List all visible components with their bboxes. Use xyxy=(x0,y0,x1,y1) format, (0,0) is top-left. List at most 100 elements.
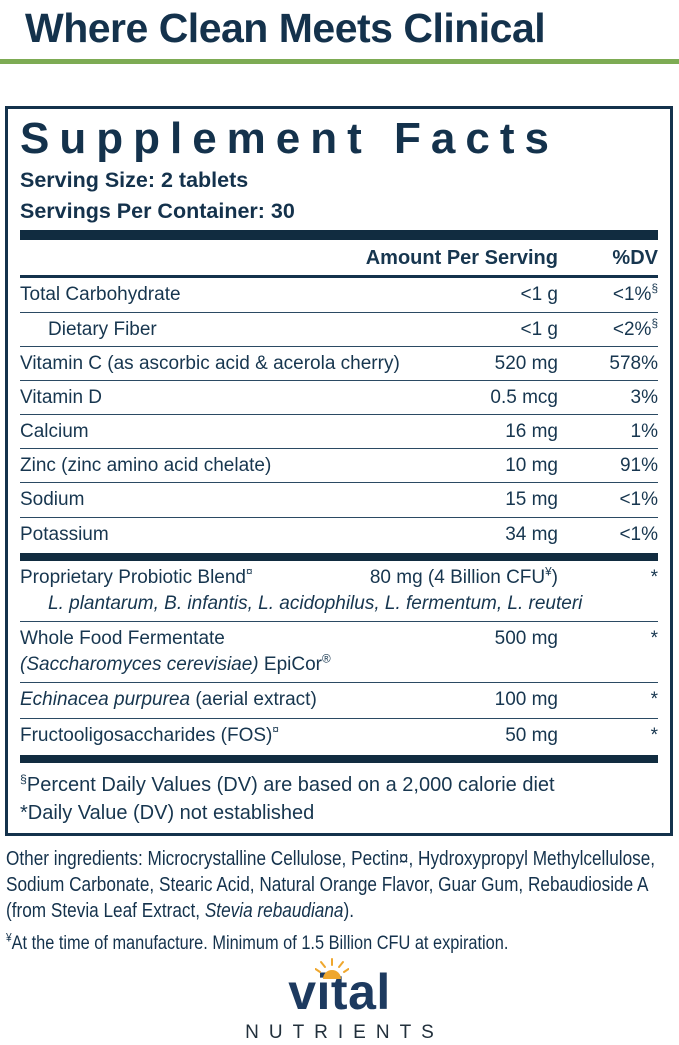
footnote-line: *Daily Value (DV) not established xyxy=(20,799,658,827)
nutrient-name: Vitamin C (as ascorbic acid & acerola ch… xyxy=(20,352,400,374)
nutrient-amount: 16 mg xyxy=(505,421,558,443)
footnote-mark: § xyxy=(20,772,27,787)
footnote-line: §Percent Daily Values (DV) are based on … xyxy=(20,771,658,799)
nutrient-name: Vitamin D xyxy=(20,386,103,408)
nutrient-name: Sodium xyxy=(20,489,85,511)
nutrient-amount: 10 mg xyxy=(505,455,558,477)
nutrient-dv: <1% xyxy=(558,488,658,511)
row-line: Proprietary Probiotic Blend¤ 80 mg (4 Bi… xyxy=(20,566,658,589)
nutrient-name: Proprietary Probiotic Blend¤ xyxy=(20,566,370,589)
table-row: Whole Food Fermentate 500 mg * (Saccharo… xyxy=(20,621,658,682)
nutrient-dv: 1% xyxy=(558,420,658,443)
nutrient-dv: 578% xyxy=(558,352,658,375)
nutrient-amount: 500 mg xyxy=(494,628,558,650)
dv-value: <1% xyxy=(619,523,658,545)
divider-rule xyxy=(0,59,679,65)
nutrient-name: Echinacea purpurea (aerial extract) xyxy=(20,688,495,711)
nutrient-dv: <1%§ xyxy=(558,283,658,306)
brand-subtitle: NUTRIENTS xyxy=(245,1021,444,1043)
nutrient-name: Calcium xyxy=(20,421,89,443)
table-row: Proprietary Probiotic Blend¤ 80 mg (4 Bi… xyxy=(20,561,658,621)
row-subline: (Saccharomyces cerevisiae) EpiCor® xyxy=(20,653,658,676)
line-text: ). xyxy=(343,899,355,922)
note-line: ¥At the time of manufacture. Minimum of … xyxy=(6,931,677,955)
row-line: Whole Food Fermentate 500 mg * xyxy=(20,627,658,650)
table-header-row: Amount Per Serving %DV xyxy=(20,240,658,279)
species-name: Echinacea purpurea xyxy=(20,689,191,711)
table-row: Dietary Fiber <1 g <2%§ xyxy=(20,311,658,346)
table-row: Zinc (zinc amino acid chelate) 10 mg 91% xyxy=(20,448,658,482)
section-bar xyxy=(20,230,658,241)
trademark-name: EpiCor xyxy=(258,654,322,676)
nutrient-amount: 0.5 mcg xyxy=(490,386,558,408)
nutrient-dv: <2%§ xyxy=(558,318,658,341)
dv-footnote-mark: § xyxy=(651,317,658,331)
nutrient-amount: 80 mg (4 Billion CFU¥) xyxy=(370,566,558,589)
nutrient-name: Potassium xyxy=(20,523,109,545)
supplement-facts-panel: Supplement Facts Serving Size: 2 tablets… xyxy=(5,106,673,836)
nutrient-amount: 15 mg xyxy=(505,489,558,511)
nutrient-dv: <1% xyxy=(558,523,658,546)
table-row: Fructooligosaccharides (FOS)¤ 50 mg * xyxy=(20,717,658,753)
dv-value: 91% xyxy=(619,455,658,477)
other-ingredients: Other ingredients: Microcrystalline Cell… xyxy=(6,846,679,924)
table-row: Total Carbohydrate <1 g <1%§ xyxy=(20,278,658,311)
nutrient-name: Total Carbohydrate xyxy=(20,284,181,306)
other-ingredients-line: Sodium Carbonate, Stearic Acid, Natural … xyxy=(6,873,649,896)
dv-value: 3% xyxy=(630,386,658,408)
dv-value: 1% xyxy=(630,421,658,443)
dv-value: 578% xyxy=(609,352,658,374)
footnote-text: *Daily Value (DV) not established xyxy=(20,801,315,824)
nutrient-name: Fructooligosaccharides (FOS)¤ xyxy=(20,724,505,747)
note-text: At the time of manufacture. Minimum of 1… xyxy=(11,932,509,954)
serving-size: Serving Size: 2 tablets xyxy=(20,167,249,192)
table-row: Vitamin C (as ascorbic acid & acerola ch… xyxy=(20,345,658,380)
nutrient-dv: 91% xyxy=(558,454,658,477)
sun-icon xyxy=(315,957,350,979)
name-footnote-mark: ¤ xyxy=(246,565,253,579)
section-bar xyxy=(20,552,658,561)
other-ingredients-line: (from Stevia Leaf Extract, Stevia rebaud… xyxy=(6,898,677,924)
species-name: (Saccharomyces cerevisiae) xyxy=(20,654,259,676)
table-row: Sodium 15 mg <1% xyxy=(20,482,658,516)
footnotes: §Percent Daily Values (DV) are based on … xyxy=(20,763,658,829)
name-text: (aerial extract) xyxy=(190,689,317,711)
nutrient-dv: * xyxy=(650,689,658,711)
species-list: L. plantarum, B. infantis, L. acidophilu… xyxy=(48,592,583,614)
nutrient-name: Zinc (zinc amino acid chelate) xyxy=(20,455,272,477)
dv-value: <1% xyxy=(619,489,658,511)
name-text: Fructooligosaccharides (FOS) xyxy=(20,724,273,746)
row-line: Echinacea purpurea (aerial extract) 100 … xyxy=(20,688,658,711)
manufacture-note: ¥At the time of manufacture. Minimum of … xyxy=(6,931,679,955)
column-header-dv: %DV xyxy=(612,247,658,270)
table-row: Potassium 34 mg <1% xyxy=(20,516,658,551)
nutrient-amount: <1 g xyxy=(520,318,558,340)
nutrient-rows: Total Carbohydrate <1 g <1%§ Dietary Fib… xyxy=(20,278,658,550)
footnote-text: Percent Daily Values (DV) are based on a… xyxy=(26,773,555,796)
registered-mark: ® xyxy=(322,652,331,666)
nutrient-name: Whole Food Fermentate xyxy=(20,628,225,650)
name-text: Proprietary Probiotic Blend xyxy=(20,566,246,588)
other-ingredients-line: Other ingredients: Microcrystalline Cell… xyxy=(6,847,656,870)
table-row: Vitamin D 0.5 mcg 3% xyxy=(20,379,658,414)
nutrient-amount: 50 mg xyxy=(505,724,558,746)
nutrient-dv: * xyxy=(650,566,658,588)
table-row: Calcium 16 mg 1% xyxy=(20,414,658,448)
nutrient-dv: * xyxy=(650,628,658,650)
nutrient-amount: 520 mg xyxy=(494,352,558,374)
species-name: Stevia rebaudiana xyxy=(204,899,344,922)
blend-rows: Proprietary Probiotic Blend¤ 80 mg (4 Bi… xyxy=(20,561,658,753)
dv-value: <2% xyxy=(612,318,652,340)
nutrient-amount: 34 mg xyxy=(505,523,558,545)
dv-value: <1% xyxy=(612,284,652,306)
row-line: Fructooligosaccharides (FOS)¤ 50 mg * xyxy=(20,724,658,747)
amount-text: 80 mg (4 Billion CFU xyxy=(369,566,546,588)
nutrient-dv: 3% xyxy=(558,386,658,409)
table-row: Echinacea purpurea (aerial extract) 100 … xyxy=(20,682,658,717)
brand-logo: vital NUTRIENTS xyxy=(0,957,679,1044)
nutrient-amount: <1 g xyxy=(520,284,558,306)
footnote-mark: ¥ xyxy=(6,931,12,945)
nutrient-name: Dietary Fiber xyxy=(48,318,157,340)
amount-close: ) xyxy=(551,566,558,588)
page-title: Where Clean Meets Clinical xyxy=(25,5,546,51)
